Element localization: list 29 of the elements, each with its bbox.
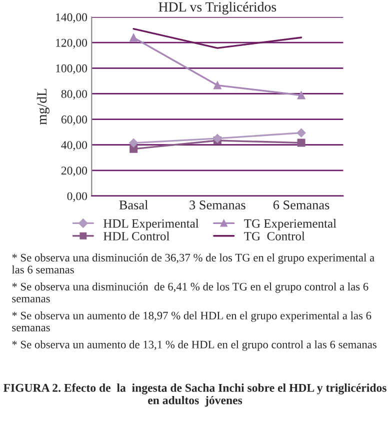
point bbox=[212, 134, 222, 143]
legend-label: HDL Control bbox=[104, 232, 170, 240]
point bbox=[297, 91, 306, 100]
y-tick-label: 40,00 bbox=[61, 141, 88, 151]
text: * Se observa una disminución de 36,37 % de los TG en el grupo experimental a las 6 semanas bbox=[12, 253, 374, 274]
point bbox=[213, 81, 222, 90]
x-tick-label: 6 Semanas bbox=[273, 200, 330, 210]
y-tick-label: 100,00 bbox=[56, 64, 88, 74]
point bbox=[130, 34, 138, 42]
legend-label: TG Control bbox=[244, 232, 305, 240]
y-tick-label: 20,00 bbox=[61, 166, 88, 176]
point bbox=[297, 138, 306, 147]
chart-title: HDL vs Triglicéridos bbox=[158, 2, 276, 14]
text: * Se observa un aumento de 18,97 % del HDL en el grupo experimental a las 6 semanas bbox=[12, 311, 372, 332]
text: FIGURA 2. Efecto de la ingesta de Sacha Inchi sobre el HDL y triglicéridos en adultos jóvenes bbox=[3, 383, 386, 407]
point bbox=[129, 138, 138, 148]
point bbox=[296, 128, 306, 138]
x-tick-label: 3 Semanas bbox=[190, 200, 246, 210]
x-tick-label: Basal bbox=[119, 200, 148, 210]
text: * Se observa un aumento de 13,1 % de HDL en el grupo control a las 6 semanas bbox=[12, 340, 376, 351]
text: * Se observa una disminución de 6,41 % de los TG en el grupo control a las 6 semanas bbox=[12, 282, 368, 302]
y-axis-title: mg/dL bbox=[36, 88, 50, 125]
y-tick-label: 0,00 bbox=[67, 192, 88, 202]
y-tick-label: 60,00 bbox=[61, 116, 88, 126]
y-tick-label: 120,00 bbox=[56, 38, 88, 49]
y-tick-label: 140,00 bbox=[56, 13, 88, 23]
legend-label: HDL Experimental bbox=[104, 218, 199, 230]
y-tick-label: 80,00 bbox=[61, 90, 88, 100]
legend-label: TG Experiemental bbox=[244, 218, 336, 230]
